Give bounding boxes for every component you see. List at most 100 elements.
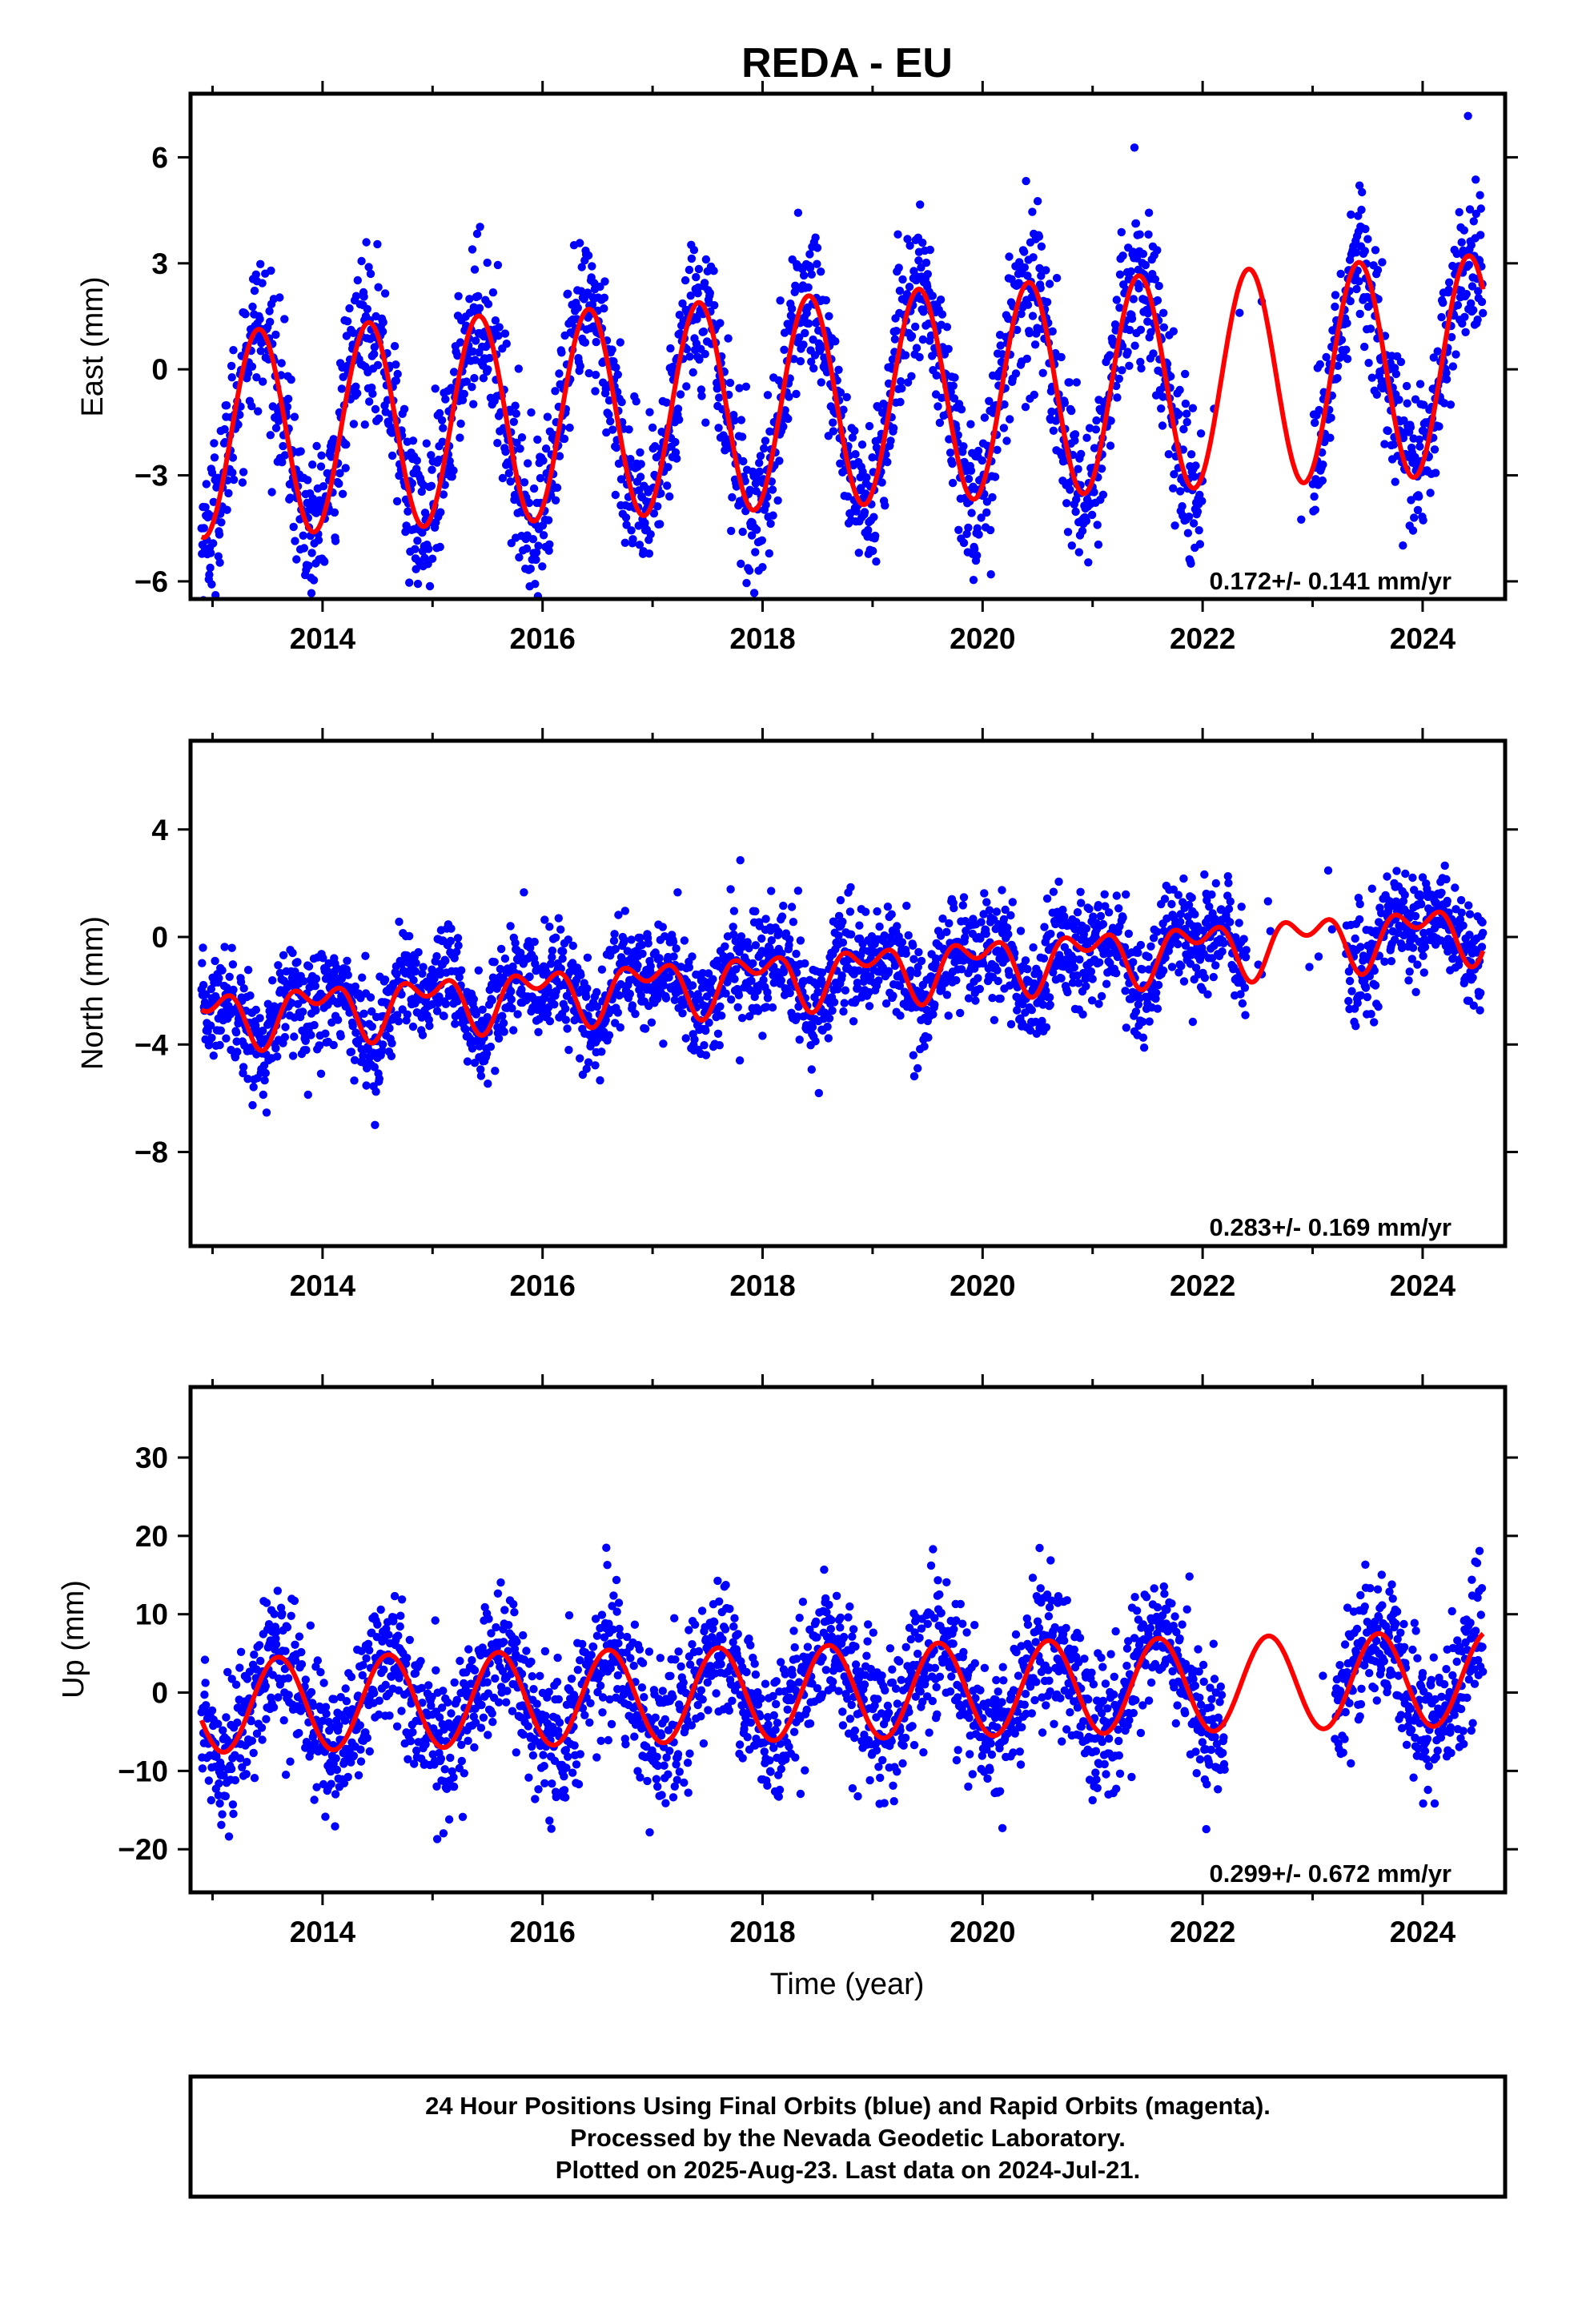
north-observation-point xyxy=(875,922,884,931)
east-observation-point xyxy=(959,538,969,548)
north-observation-point xyxy=(1160,895,1170,903)
east-observation-point xyxy=(656,520,665,529)
east-observation-point xyxy=(896,377,905,386)
north-observation-point xyxy=(838,917,847,927)
east-y-tick-label: −3 xyxy=(135,460,168,493)
east-y-tick-label: −6 xyxy=(135,565,168,598)
north-observation-point xyxy=(604,1031,614,1039)
east-observation-point xyxy=(918,335,928,344)
north-observation-point xyxy=(1176,918,1185,927)
east-observation-point xyxy=(580,338,590,347)
north-observation-point xyxy=(347,1047,356,1056)
north-observation-point xyxy=(1465,931,1474,939)
east-observation-point xyxy=(1169,484,1178,493)
east-observation-point xyxy=(757,536,766,545)
east-observation-point xyxy=(905,283,914,292)
north-observation-point xyxy=(846,930,856,939)
north-observation-point xyxy=(1226,918,1235,927)
east-observation-point xyxy=(1195,540,1205,549)
north-observation-point xyxy=(228,960,238,969)
north-observation-point xyxy=(556,925,565,934)
east-observation-point xyxy=(422,439,431,448)
north-observation-point xyxy=(1392,866,1401,875)
east-observation-point xyxy=(251,270,260,279)
east-observation-point xyxy=(957,405,966,414)
north-observation-point xyxy=(202,990,211,999)
north-observation-point xyxy=(1004,930,1013,939)
east-observation-point xyxy=(1343,319,1351,328)
north-observation-point xyxy=(1073,971,1082,980)
east-observation-point xyxy=(1169,327,1178,336)
east-observation-point xyxy=(868,453,877,462)
east-observation-point xyxy=(752,525,761,534)
east-observation-point xyxy=(1182,409,1191,418)
north-observation-point xyxy=(484,1080,492,1088)
east-observation-point xyxy=(476,223,484,231)
north-observation-point xyxy=(371,1088,380,1096)
east-observation-point xyxy=(543,412,552,421)
north-observation-point xyxy=(853,984,862,993)
east-observation-point xyxy=(1429,353,1439,362)
east-observation-point xyxy=(851,450,860,459)
east-observation-point xyxy=(378,327,387,336)
east-observation-point xyxy=(807,270,816,279)
north-observation-point xyxy=(548,946,557,955)
north-observation-point xyxy=(956,1008,965,1018)
east-observation-point xyxy=(848,433,857,442)
east-observation-point xyxy=(1130,341,1139,350)
east-observation-point xyxy=(805,263,815,272)
north-observation-point xyxy=(231,1028,241,1037)
north-observation-point xyxy=(688,981,697,990)
east-observation-point xyxy=(373,360,383,370)
north-observation-point xyxy=(1209,972,1219,982)
east-observation-point xyxy=(1474,287,1483,296)
east-observation-point xyxy=(1364,359,1373,368)
north-observation-point xyxy=(1070,963,1079,972)
north-observation-point xyxy=(287,999,296,1007)
east-observation-point xyxy=(1123,348,1132,356)
north-observation-point xyxy=(558,954,567,963)
north-observation-point xyxy=(583,953,592,963)
north-observation-point xyxy=(715,1041,724,1050)
east-observation-point xyxy=(541,444,551,453)
north-observation-point xyxy=(945,919,954,928)
east-observation-point xyxy=(1189,519,1199,528)
east-observation-point xyxy=(472,229,482,239)
north-observation-point xyxy=(944,1011,953,1020)
east-observation-point xyxy=(312,441,321,451)
east-observation-point xyxy=(1179,424,1188,434)
north-observation-point xyxy=(1239,935,1248,943)
east-observation-point xyxy=(1411,395,1420,404)
east-observation-point xyxy=(215,558,224,567)
east-observation-point xyxy=(222,401,231,410)
east-observation-point xyxy=(689,246,699,255)
north-observation-point xyxy=(311,975,321,983)
east-observation-point xyxy=(1158,392,1167,401)
north-observation-point xyxy=(1305,963,1314,971)
east-observation-point xyxy=(1465,205,1475,214)
north-observation-point xyxy=(971,996,980,1005)
east-observation-point xyxy=(439,424,448,432)
north-observation-point xyxy=(223,983,231,992)
north-observation-point xyxy=(1153,1004,1162,1013)
east-observation-point xyxy=(1091,425,1101,434)
east-observation-point xyxy=(872,557,881,566)
east-observation-point xyxy=(266,317,275,327)
east-observation-point xyxy=(1023,300,1033,309)
east-observation-point xyxy=(898,275,907,284)
north-observation-point xyxy=(801,959,809,968)
north-observation-point xyxy=(474,966,483,975)
east-observation-point xyxy=(1437,312,1446,322)
north-observation-point xyxy=(614,911,623,919)
north-observation-point xyxy=(561,1015,570,1024)
east-observation-point xyxy=(1389,440,1399,449)
north-observation-point xyxy=(757,934,766,943)
east-observation-point xyxy=(1378,258,1387,267)
east-observation-point xyxy=(327,452,335,461)
east-observation-point xyxy=(1136,325,1146,334)
east-observation-point xyxy=(715,393,724,402)
east-observation-point xyxy=(1235,308,1244,317)
north-observation-point xyxy=(625,989,634,999)
north-observation-point xyxy=(1144,952,1153,962)
